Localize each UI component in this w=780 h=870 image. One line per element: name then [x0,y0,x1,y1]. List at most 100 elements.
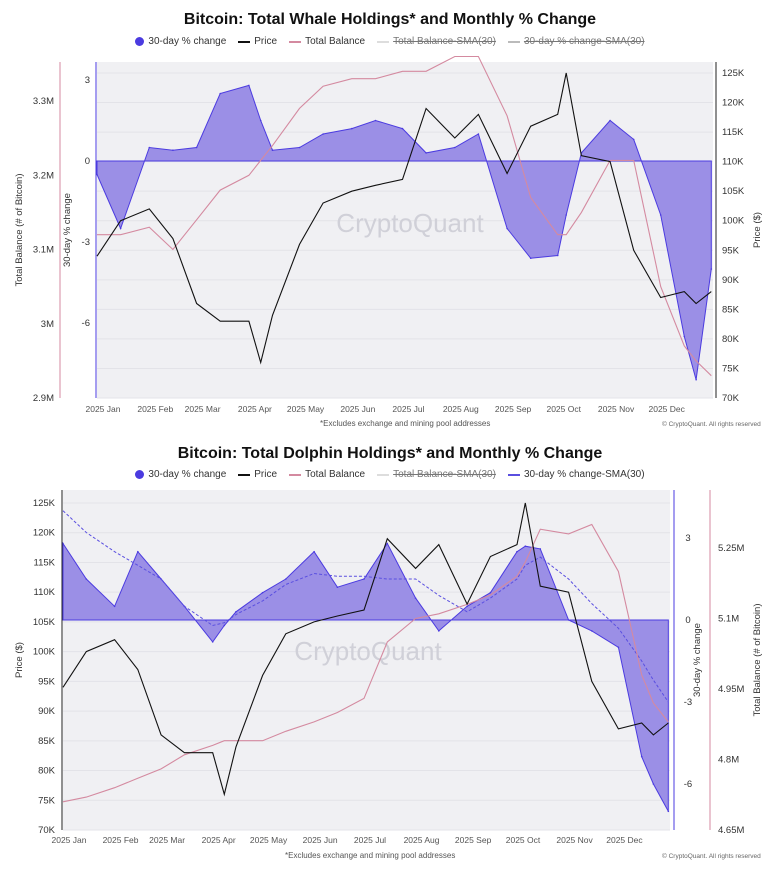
balance-tick-label: 3.2M [33,170,54,181]
pct-change-point [148,146,151,149]
pct-change-point [374,119,377,122]
price-tick-label: 110K [34,587,56,598]
pct-change-point [489,591,492,594]
x-tick-label: 2025 Jan [52,835,87,845]
total-balance-line [97,55,712,377]
pct-change-point [62,542,64,545]
watermark: CryptoQuant [336,208,484,238]
pct-change-point [565,214,567,216]
pct-change-point [313,550,315,553]
pct-tick-label: 0 [685,615,690,626]
pct-change-point [172,149,174,151]
x-tick-label: 2025 May [287,404,325,414]
chart1-title: Bitcoin: Total Whale Holdings* and Month… [183,11,597,28]
x-tick-label: 2025 Oct [506,835,541,845]
x-tick-label: 2025 Nov [598,404,635,414]
pct-change-point [632,138,635,141]
pct-change-point [539,548,542,550]
chart1-legend: 30-day % change Price Total Balance Tota… [0,36,780,47]
price-line [62,502,669,797]
x-tick-label: 2025 Jul [392,404,424,414]
pct-tick-label: -3 [82,237,90,248]
pct-change-point [477,133,480,135]
price-tick-label: 105K [33,617,56,628]
balance-tick-label: 4.65M [718,825,744,836]
pct-change-point [401,127,404,130]
pct-change-point [652,783,655,785]
price-tick-label: 115K [722,127,744,138]
pct-change-point [506,227,508,230]
pct-change-point [298,146,301,149]
legend-balance[interactable]: Total Balance [289,36,365,47]
price-tick-label: 95K [38,676,56,687]
price-tick-label: 125K [722,68,745,79]
price-tick-label: 115K [34,557,56,568]
pct-change-point [667,810,670,813]
pct-change-point [640,755,643,758]
pct-change-point [659,214,662,216]
pct-tick-label: -3 [684,697,692,708]
total-balance-line [62,523,669,803]
pct-change-point [386,542,389,545]
price-line [96,72,712,365]
price-tick-label: 90K [38,706,56,717]
x-tick-label: 2025 Dec [648,404,685,414]
x-tick-label: 2025 Dec [606,835,643,845]
pct-change-point [453,146,456,149]
pct-change-point [591,630,593,632]
legend-pct-sma[interactable]: 30-day % change-SMA(30) [507,469,645,480]
chart2-legend: 30-day % change Price Total Balance Tota… [0,469,780,480]
chart2-title: Bitcoin: Total Dolphin Holdings* and Mon… [177,445,603,462]
pct-change-point [414,597,417,599]
pct-change-point [96,173,98,176]
price-tick-label: 125K [33,498,56,509]
legend-balance-sma[interactable]: Total Balance-SMA(30) [377,469,496,480]
pct-change-point [524,545,527,547]
price-tick-label: 110K [722,157,744,168]
pct-change-point [211,641,214,643]
balance-tick-label: 3M [41,319,54,330]
balance-tick-label: 3.1M [33,245,54,256]
pct-change-point [248,84,250,87]
chart1-copyright: © CryptoQuant. All rights reserved [662,421,761,428]
pct-dot-icon [135,37,145,46]
pct-change-point [235,611,237,613]
pct-change-point [219,92,221,95]
pct-change-point [223,624,226,627]
chart1-svg: CryptoQuant 3 0 -3 -6 125K 120K 115K 110K 105K 100… [14,55,763,414]
pct-change-point [609,119,611,122]
price-tick-label: 80K [722,334,740,345]
price-tick-label: 85K [722,304,740,315]
pct-change-point [195,146,198,149]
legend-pct-sma[interactable]: 30-day % change-SMA(30) [507,36,645,47]
pct-change-point [271,149,274,151]
legend-balance-sma[interactable]: Total Balance-SMA(30) [377,36,496,47]
price-axis-title: Price ($) [752,212,763,248]
x-tick-label: 2025 Jun [303,835,338,845]
balance-axis-title: Total Balance (# of Bitcoin) [752,603,763,716]
balance-tick-label: 3.3M [33,96,54,107]
chart1-footnote: *Excludes exchange and mining pool addre… [320,419,491,428]
price-tick-label: 85K [38,736,56,747]
price-tick-label: 120K [33,528,56,539]
pct-change-point [137,550,139,553]
balance-tick-label: 4.95M [718,684,744,695]
chart2-footnote: *Excludes exchange and mining pool addre… [285,851,456,860]
legend-pct[interactable]: 30-day % change [135,36,226,47]
legend-pct[interactable]: 30-day % change [135,469,226,480]
price-axis-title: Price ($) [14,642,25,678]
legend-price[interactable]: Price [238,469,277,480]
x-tick-label: 2025 Mar [149,835,185,845]
pct-change-point [85,578,88,580]
pct-axis-title: 30-day % change [692,623,703,697]
x-tick-label: 2025 Aug [404,835,440,845]
price-tick-label: 70K [38,825,56,836]
x-tick-label: 2025 Apr [238,404,272,414]
price-tick-label: 90K [722,275,740,286]
x-tick-label: 2025 Feb [137,404,173,414]
pct-tick-label: 0 [85,156,90,167]
legend-balance[interactable]: Total Balance [289,469,365,480]
price-tick-label: 75K [722,363,740,374]
legend-price[interactable]: Price [238,36,277,47]
plot-area [63,490,670,830]
